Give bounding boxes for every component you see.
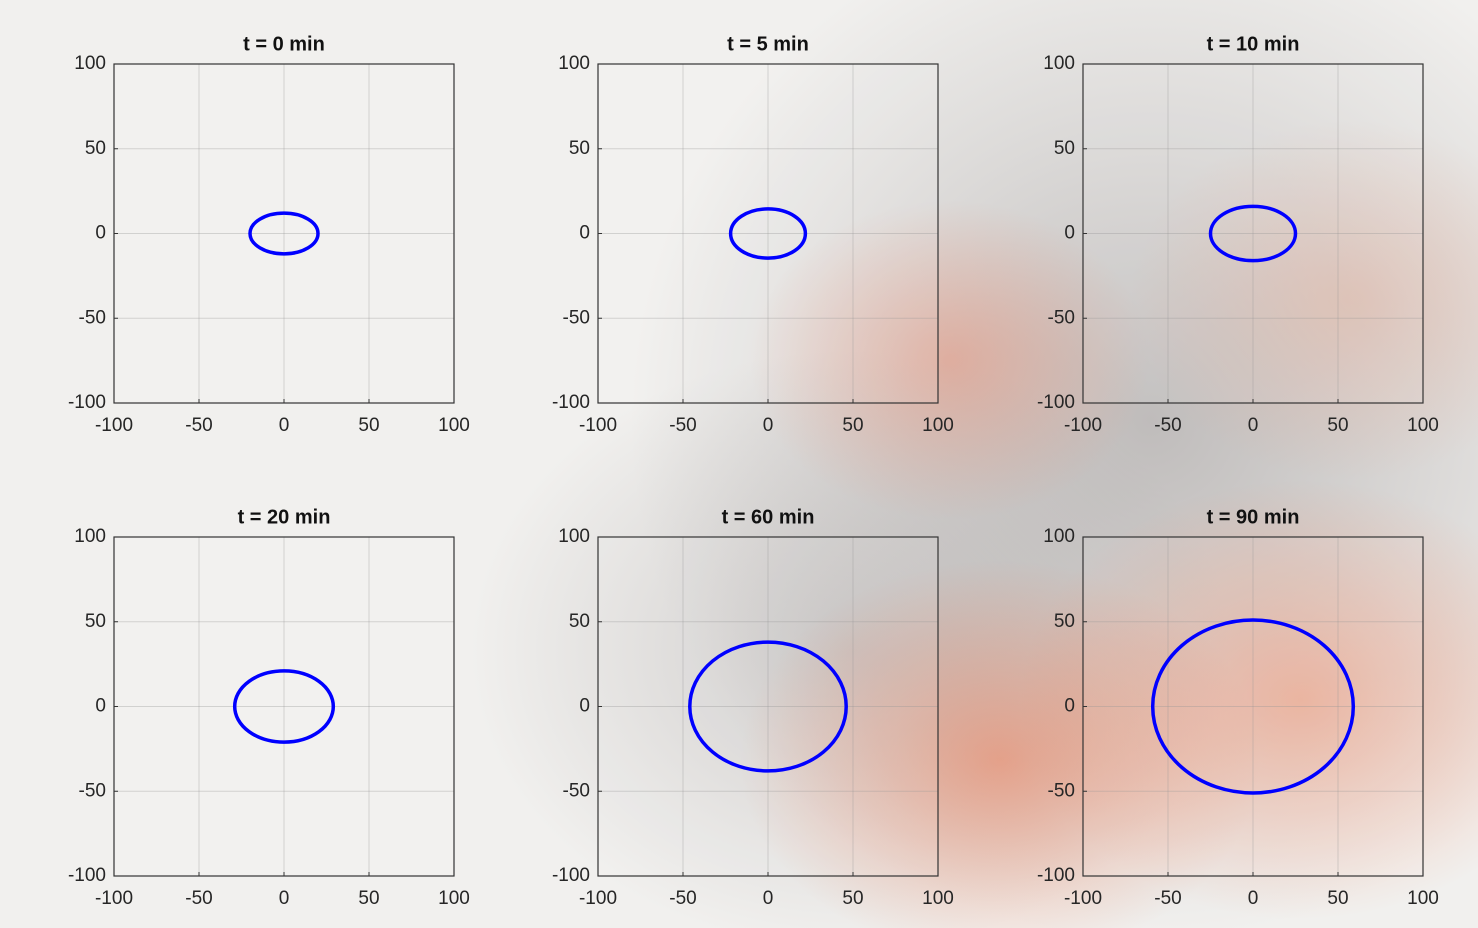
x-tick-label: 100 bbox=[438, 415, 470, 436]
y-tick-label: 50 bbox=[569, 138, 590, 159]
y-tick-label: 0 bbox=[95, 223, 106, 244]
chart-title: t = 0 min bbox=[243, 33, 325, 55]
x-tick-label: -100 bbox=[579, 888, 617, 909]
x-tick-label: -100 bbox=[579, 415, 617, 436]
x-tick-label: -50 bbox=[185, 888, 212, 909]
x-tick-label: 100 bbox=[922, 415, 954, 436]
x-tick-label: 50 bbox=[842, 415, 863, 436]
y-tick-label: 100 bbox=[74, 53, 106, 74]
y-tick-label: -50 bbox=[79, 307, 106, 328]
x-tick-label: 50 bbox=[358, 888, 379, 909]
chart-title: t = 5 min bbox=[727, 33, 809, 55]
y-tick-label: 100 bbox=[558, 526, 590, 547]
x-tick-label: -100 bbox=[1064, 415, 1102, 436]
y-tick-label: -50 bbox=[79, 780, 106, 801]
x-tick-label: 0 bbox=[1248, 415, 1259, 436]
y-tick-label: 100 bbox=[1043, 53, 1075, 74]
page: -100-50050100-100-50050100t = 0 min-100-… bbox=[0, 0, 1478, 928]
x-tick-label: 0 bbox=[279, 415, 290, 436]
x-tick-label: 100 bbox=[1407, 415, 1439, 436]
y-tick-label: 50 bbox=[85, 138, 106, 159]
chart-title: t = 60 min bbox=[722, 506, 815, 528]
x-tick-label: 0 bbox=[279, 888, 290, 909]
y-tick-label: -50 bbox=[1048, 780, 1075, 801]
y-tick-label: -100 bbox=[1037, 865, 1075, 886]
x-tick-label: 100 bbox=[1407, 888, 1439, 909]
x-tick-label: 100 bbox=[438, 888, 470, 909]
y-tick-label: 100 bbox=[558, 53, 590, 74]
y-tick-label: 50 bbox=[1054, 138, 1075, 159]
y-tick-label: 50 bbox=[569, 611, 590, 632]
y-tick-label: 0 bbox=[1064, 223, 1075, 244]
x-tick-label: 0 bbox=[763, 888, 774, 909]
y-tick-label: 0 bbox=[579, 223, 590, 244]
y-tick-label: 100 bbox=[1043, 526, 1075, 547]
figure: -100-50050100-100-50050100t = 0 min-100-… bbox=[0, 0, 1478, 928]
x-tick-label: -100 bbox=[95, 888, 133, 909]
y-tick-label: -50 bbox=[563, 307, 590, 328]
x-tick-label: 50 bbox=[1327, 888, 1348, 909]
y-tick-label: 50 bbox=[1054, 611, 1075, 632]
y-tick-label: -100 bbox=[1037, 392, 1075, 413]
x-tick-label: -100 bbox=[1064, 888, 1102, 909]
y-tick-label: -50 bbox=[563, 780, 590, 801]
x-tick-label: 50 bbox=[1327, 415, 1348, 436]
x-tick-label: 0 bbox=[1248, 888, 1259, 909]
x-tick-label: 50 bbox=[358, 415, 379, 436]
x-tick-label: -50 bbox=[669, 415, 696, 436]
y-tick-label: -100 bbox=[552, 865, 590, 886]
x-tick-label: -100 bbox=[95, 415, 133, 436]
y-tick-label: 0 bbox=[579, 696, 590, 717]
y-tick-label: -100 bbox=[552, 392, 590, 413]
x-tick-label: -50 bbox=[669, 888, 696, 909]
x-tick-label: 50 bbox=[842, 888, 863, 909]
y-tick-label: 0 bbox=[1064, 696, 1075, 717]
chart-title: t = 90 min bbox=[1207, 506, 1300, 528]
y-tick-label: 100 bbox=[74, 526, 106, 547]
y-tick-label: 50 bbox=[85, 611, 106, 632]
x-tick-label: -50 bbox=[1154, 888, 1181, 909]
x-tick-label: 100 bbox=[922, 888, 954, 909]
x-tick-label: -50 bbox=[185, 415, 212, 436]
y-tick-label: 0 bbox=[95, 696, 106, 717]
chart-title: t = 10 min bbox=[1207, 33, 1300, 55]
y-tick-label: -100 bbox=[68, 392, 106, 413]
y-tick-label: -100 bbox=[68, 865, 106, 886]
x-tick-label: -50 bbox=[1154, 415, 1181, 436]
chart-title: t = 20 min bbox=[238, 506, 331, 528]
x-tick-label: 0 bbox=[763, 415, 774, 436]
y-tick-label: -50 bbox=[1048, 307, 1075, 328]
